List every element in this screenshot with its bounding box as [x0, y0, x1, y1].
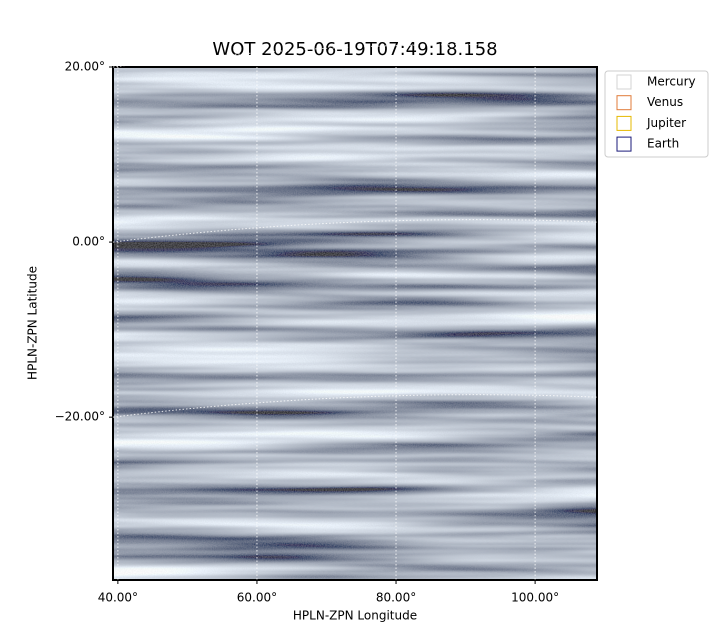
x-tick-label: 80.00°: [376, 591, 416, 605]
legend-label: Venus: [647, 95, 683, 109]
legend-swatch: [616, 95, 632, 111]
legend-swatch: [616, 115, 632, 131]
x-tick-label: 100.00°: [511, 591, 559, 605]
y-tick-label: 0.00°: [72, 235, 105, 249]
chart-title: WOT 2025-06-19T07:49:18.158: [212, 39, 497, 60]
legend-label: Earth: [647, 137, 679, 151]
legend-label: Mercury: [647, 75, 696, 89]
grid-line: [112, 219, 598, 243]
legend-swatch: [616, 74, 632, 90]
x-tick-label: 40.00°: [98, 591, 138, 605]
legend-label: Jupiter: [646, 116, 686, 130]
image: [113, 67, 597, 580]
legend-swatch: [616, 136, 632, 152]
frame: [112, 66, 598, 581]
x-axis-label: HPLN-ZPN Longitude: [293, 609, 417, 623]
y-axis-label: HPLN-ZPN Latitude: [26, 266, 40, 380]
legend: [604, 70, 709, 158]
y-tick-label: 20.00°: [65, 60, 105, 74]
y-tick-label: −20.00°: [55, 410, 105, 424]
x-tick-label: 60.00°: [237, 591, 277, 605]
grid-line: [112, 394, 598, 418]
grid-line: [112, 44, 598, 68]
